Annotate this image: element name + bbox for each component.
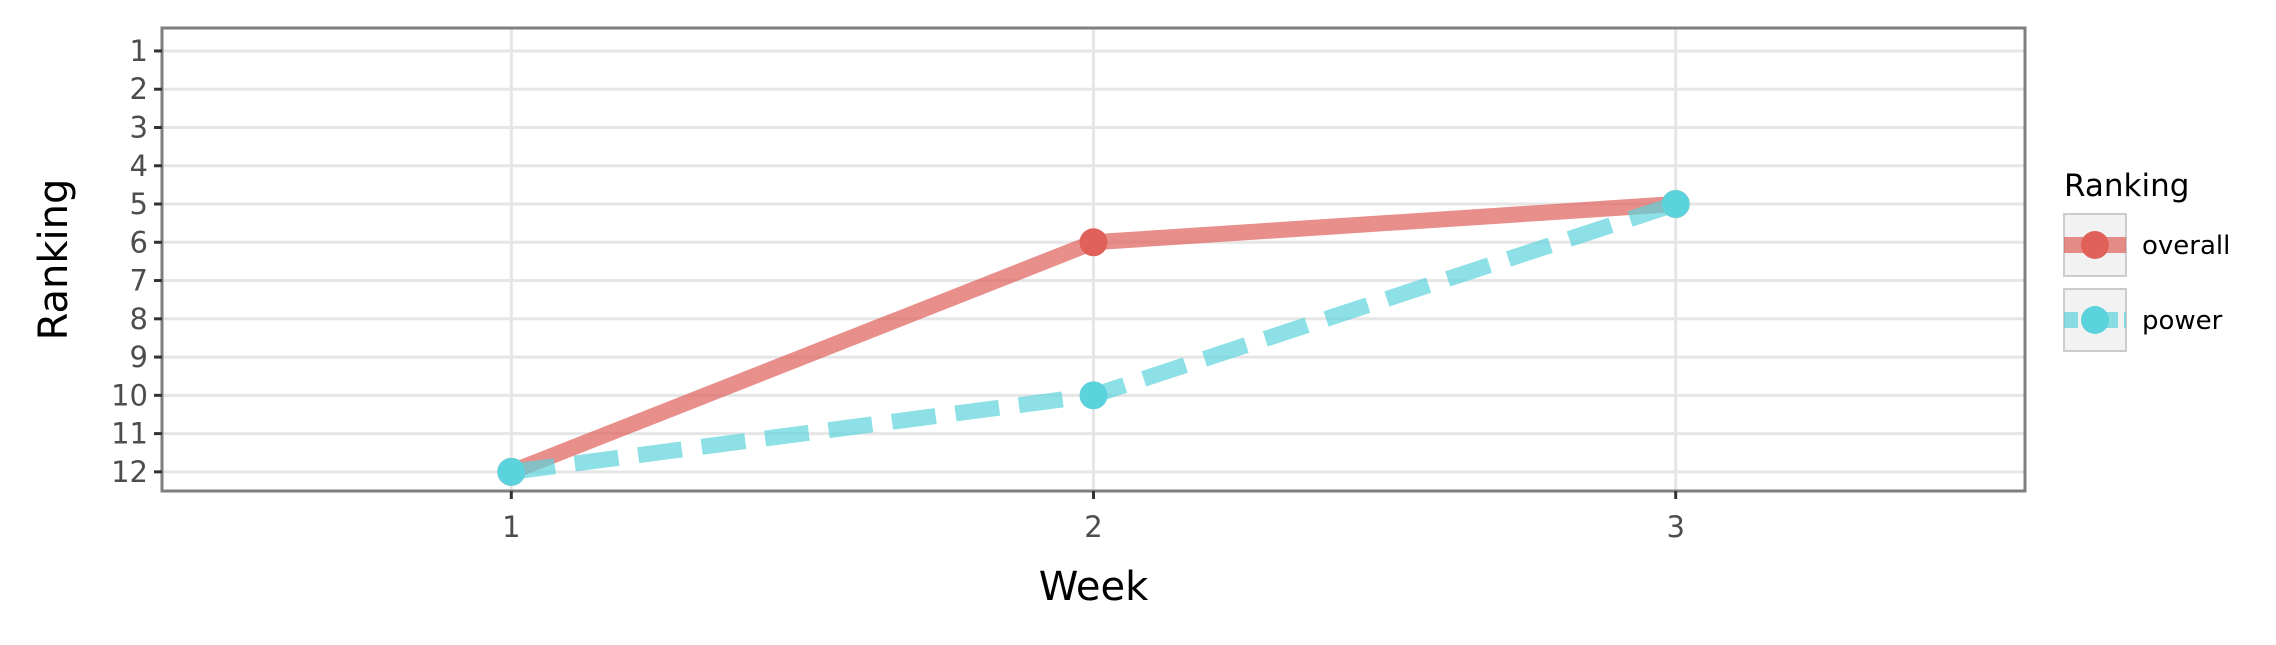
legend-key-point-overall [2081, 231, 2109, 259]
y-axis-title: Ranking [31, 179, 77, 341]
y-tick-label: 4 [130, 149, 148, 183]
data-point-power [1661, 190, 1690, 219]
y-tick-label: 9 [130, 340, 148, 374]
y-tick-label: 1 [130, 34, 148, 68]
y-tick-label: 7 [130, 264, 148, 298]
x-axis-title: Week [1039, 564, 1149, 610]
legend-label-power: power [2142, 306, 2223, 336]
legend-key-point-power [2081, 306, 2109, 334]
y-tick-label: 6 [130, 225, 148, 259]
y-tick-label: 10 [111, 378, 148, 412]
y-tick-label: 2 [130, 72, 148, 106]
x-tick-label: 3 [1666, 510, 1684, 544]
data-point-power [497, 457, 526, 486]
y-tick-label: 3 [130, 110, 148, 144]
y-tick-label: 12 [111, 455, 148, 489]
x-tick-label: 2 [1084, 510, 1102, 544]
y-tick-label: 5 [130, 187, 148, 221]
y-tick-label: 11 [111, 417, 148, 451]
legend-title: Ranking [2064, 168, 2189, 204]
y-tick-label: 8 [130, 302, 148, 336]
data-point-overall [1079, 228, 1108, 257]
x-tick-label: 1 [502, 510, 520, 544]
data-point-power [1079, 381, 1108, 410]
legend-label-overall: overall [2142, 231, 2230, 261]
